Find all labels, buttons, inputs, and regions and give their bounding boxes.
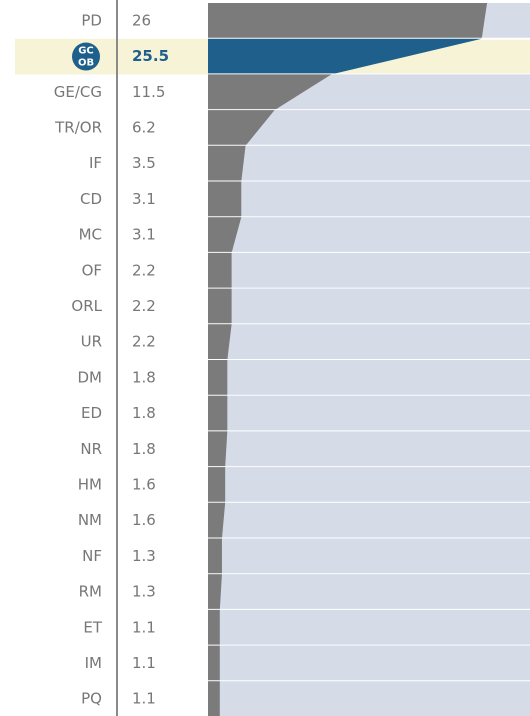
category-label: IF [89, 154, 102, 172]
bar [208, 181, 242, 218]
category-label: NF [82, 547, 102, 565]
category-label: UR [81, 333, 102, 351]
bar [208, 288, 232, 325]
category-label: PQ [81, 690, 102, 708]
value-label: 2.2 [132, 261, 156, 279]
badge-text: OB [78, 58, 94, 69]
bar [208, 74, 332, 111]
bar [208, 431, 228, 468]
value-label: 1.1 [132, 654, 156, 672]
value-label: 26 [132, 11, 151, 29]
value-label: 1.8 [132, 440, 156, 458]
row-background [208, 324, 530, 360]
bar [208, 681, 220, 716]
row-background [208, 502, 530, 539]
value-label: 1.6 [132, 475, 156, 493]
bar [208, 645, 220, 682]
category-label: TR/OR [54, 118, 102, 136]
category-label: OF [82, 261, 102, 279]
row-background [208, 288, 530, 325]
value-label: 1.8 [132, 404, 156, 422]
bar [208, 609, 220, 646]
value-label: 1.8 [132, 368, 156, 386]
row-background [208, 538, 530, 575]
category-label: HM [78, 475, 102, 493]
category-label: CD [80, 190, 102, 208]
bar [208, 395, 228, 432]
bar [208, 538, 222, 575]
row-background [208, 395, 530, 432]
row-background [208, 574, 530, 610]
row-background [208, 431, 530, 468]
category-label: RM [79, 583, 102, 601]
value-label: 2.2 [132, 297, 156, 315]
row-background [208, 645, 530, 682]
bar [208, 252, 232, 289]
bar [208, 145, 246, 182]
value-label: 3.5 [132, 154, 156, 172]
bar [208, 360, 228, 396]
category-label: ED [81, 404, 102, 422]
category-label: NR [80, 440, 102, 458]
row-background [208, 145, 530, 182]
bar [208, 38, 482, 75]
category-label: NM [78, 511, 102, 529]
value-label: 1.3 [132, 583, 156, 601]
value-label: 2.2 [132, 333, 156, 351]
row-background [208, 181, 530, 218]
category-label: ORL [71, 297, 102, 315]
value-label: 6.2 [132, 118, 156, 136]
category-label: MC [79, 226, 102, 244]
bar [208, 324, 232, 360]
value-label: 1.1 [132, 618, 156, 636]
category-label: PD [81, 11, 102, 29]
value-label: 1.1 [132, 690, 156, 708]
value-label: 3.1 [132, 190, 156, 208]
row-background [208, 609, 530, 646]
bar [208, 574, 222, 610]
badge-text: GC [78, 46, 94, 57]
bar [208, 467, 226, 503]
row-background [208, 467, 530, 503]
row-background [208, 252, 530, 289]
bar [208, 502, 226, 539]
value-label: 3.1 [132, 226, 156, 244]
value-label: 25.5 [132, 47, 169, 65]
category-label: IM [85, 654, 102, 672]
category-label: DM [78, 368, 103, 386]
value-label: 1.6 [132, 511, 156, 529]
row-background [208, 681, 530, 716]
badge [72, 42, 100, 71]
row-background [208, 360, 530, 396]
category-label: GE/CG [54, 83, 102, 101]
row-background [208, 217, 530, 253]
bar [208, 110, 275, 146]
value-label: 11.5 [132, 83, 165, 101]
category-label: ET [83, 618, 102, 636]
value-label: 1.3 [132, 547, 156, 565]
bar [208, 3, 488, 39]
bar [208, 217, 242, 253]
